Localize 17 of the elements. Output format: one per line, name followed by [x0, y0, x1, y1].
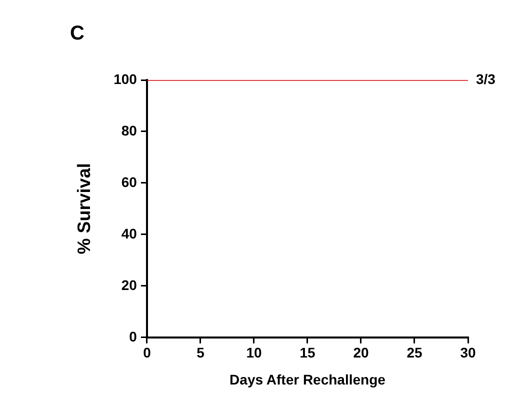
y-tick-label: 20 — [121, 276, 138, 293]
y-axis-title: % Survival — [74, 163, 94, 254]
x-axis-title: Days After Rechallenge — [230, 371, 386, 388]
x-tick-label: 10 — [246, 344, 262, 361]
y-tick-label: 0 — [129, 328, 138, 344]
y-tick-label: 60 — [121, 174, 138, 190]
x-tick-label: 5 — [196, 344, 205, 361]
x-tick-label: 0 — [143, 344, 152, 361]
x-tick-label: 25 — [406, 344, 422, 361]
y-tick-label: 40 — [121, 225, 138, 242]
chart-title: C — [70, 22, 84, 45]
y-tick-label: 80 — [121, 122, 138, 138]
x-tick-label: 30 — [460, 344, 476, 361]
x-tick-label: 15 — [300, 344, 316, 361]
x-tick-label: 20 — [353, 344, 369, 361]
annotation: 3/3 — [476, 70, 496, 87]
y-tick-label: 100 — [114, 70, 138, 87]
